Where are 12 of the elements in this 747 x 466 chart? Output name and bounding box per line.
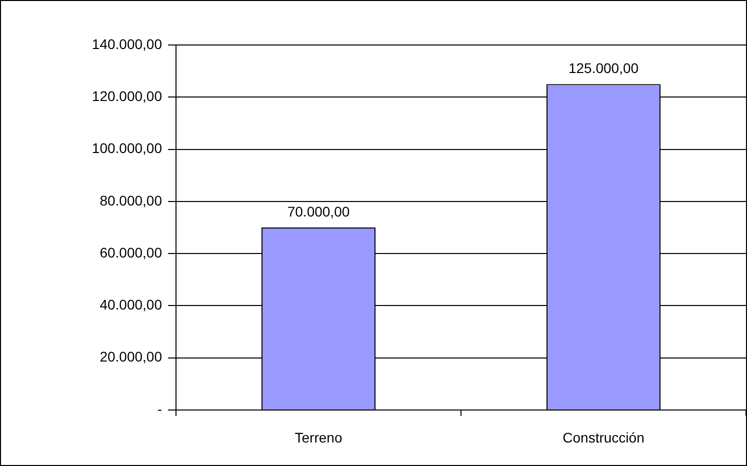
y-tick-label: 120.000,00 — [92, 88, 162, 104]
y-tick-label: - — [157, 400, 162, 417]
x-tick-label: Terreno — [294, 429, 342, 446]
y-tick-label: 40.000,00 — [100, 296, 162, 313]
y-tick-label: 100.000,00 — [92, 140, 162, 156]
x-tick-label: Construcción — [562, 429, 644, 446]
data-label: 70.000,00 — [287, 203, 350, 220]
y-tick-label: 20.000,00 — [100, 348, 162, 365]
y-tick-label: 80.000,00 — [100, 192, 162, 208]
data-label: 125.000,00 — [568, 60, 639, 76]
y-tick-label: 60.000,00 — [100, 244, 162, 260]
y-tick-label: 140.000,00 — [92, 36, 162, 52]
